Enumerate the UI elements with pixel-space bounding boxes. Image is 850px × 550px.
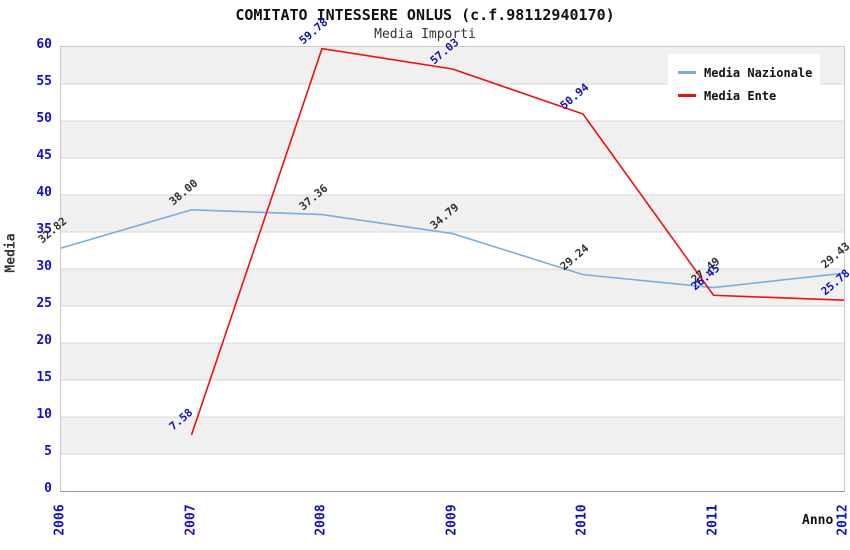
plot-canvas (61, 47, 844, 491)
legend-label: Media Ente (704, 88, 777, 103)
plot-band (61, 195, 844, 232)
plot-band (61, 380, 844, 417)
y-tick-label: 45 (36, 148, 52, 163)
plot-area (60, 46, 845, 492)
x-tick-label: 2006 (52, 504, 68, 536)
legend-item-media-ente: Media Ente (678, 84, 820, 107)
y-tick-label: 30 (36, 259, 52, 274)
y-tick-label: 50 (36, 111, 52, 126)
x-axis-title: Anno (802, 513, 834, 528)
plot-band (61, 454, 844, 491)
y-tick-label: 20 (36, 333, 52, 348)
y-tick-label: 10 (36, 407, 52, 422)
x-tick-label: 2009 (444, 504, 459, 536)
y-tick-label: 15 (36, 370, 52, 385)
legend-swatch-media-ente-icon (678, 94, 696, 97)
legend-item-media-nazionale: Media Nazionale (678, 61, 820, 84)
x-tick-label: 2012 (835, 504, 850, 536)
y-tick-label: 0 (44, 481, 52, 496)
plot-band (61, 343, 844, 380)
series-line-media-nazionale (61, 208, 844, 289)
chart-title: COMITATO INTESSERE ONLUS (c.f.9811294017… (235, 6, 615, 24)
y-tick-label: 5 (44, 444, 52, 459)
plot-band (61, 269, 844, 306)
series-line-media-ente (190, 47, 844, 436)
y-tick-label: 55 (36, 74, 52, 89)
legend-label: Media Nazionale (704, 65, 813, 80)
x-tick-label: 2008 (313, 504, 329, 536)
y-tick-label: 25 (36, 296, 52, 311)
chart-subtitle: Media Importi (374, 27, 476, 42)
plot-band (61, 417, 844, 454)
y-tick-label: 60 (36, 37, 52, 52)
x-tick-label: 2007 (183, 504, 198, 536)
plot-band (61, 158, 844, 195)
plot-band (61, 306, 844, 343)
legend: Media Nazionale Media Ente (668, 54, 820, 116)
plot-band (61, 232, 844, 269)
x-tick-label: 2010 (574, 504, 590, 536)
x-tick-label: 2011 (705, 504, 720, 536)
y-tick-label: 40 (36, 185, 52, 200)
y-tick-label: 35 (36, 222, 52, 237)
legend-swatch-media-nazionale-icon (678, 71, 696, 74)
plot-band (61, 121, 844, 158)
